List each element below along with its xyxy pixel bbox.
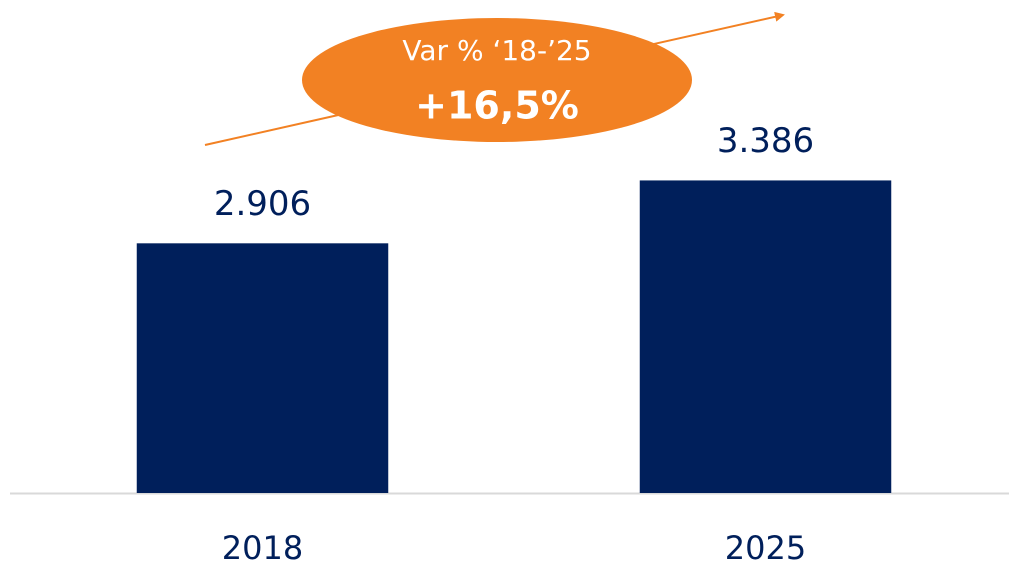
x-tick-label: 2018	[222, 529, 303, 567]
bar	[136, 243, 389, 493]
bar	[639, 180, 892, 493]
annotation-value: +16,5%	[415, 84, 579, 128]
data-label: 3.386	[717, 121, 814, 161]
x-tick-label: 2025	[725, 529, 806, 567]
annotation-text: Var % ‘18-’25	[402, 34, 591, 67]
data-label: 2.906	[214, 184, 311, 224]
annotation-bubble	[302, 18, 692, 142]
